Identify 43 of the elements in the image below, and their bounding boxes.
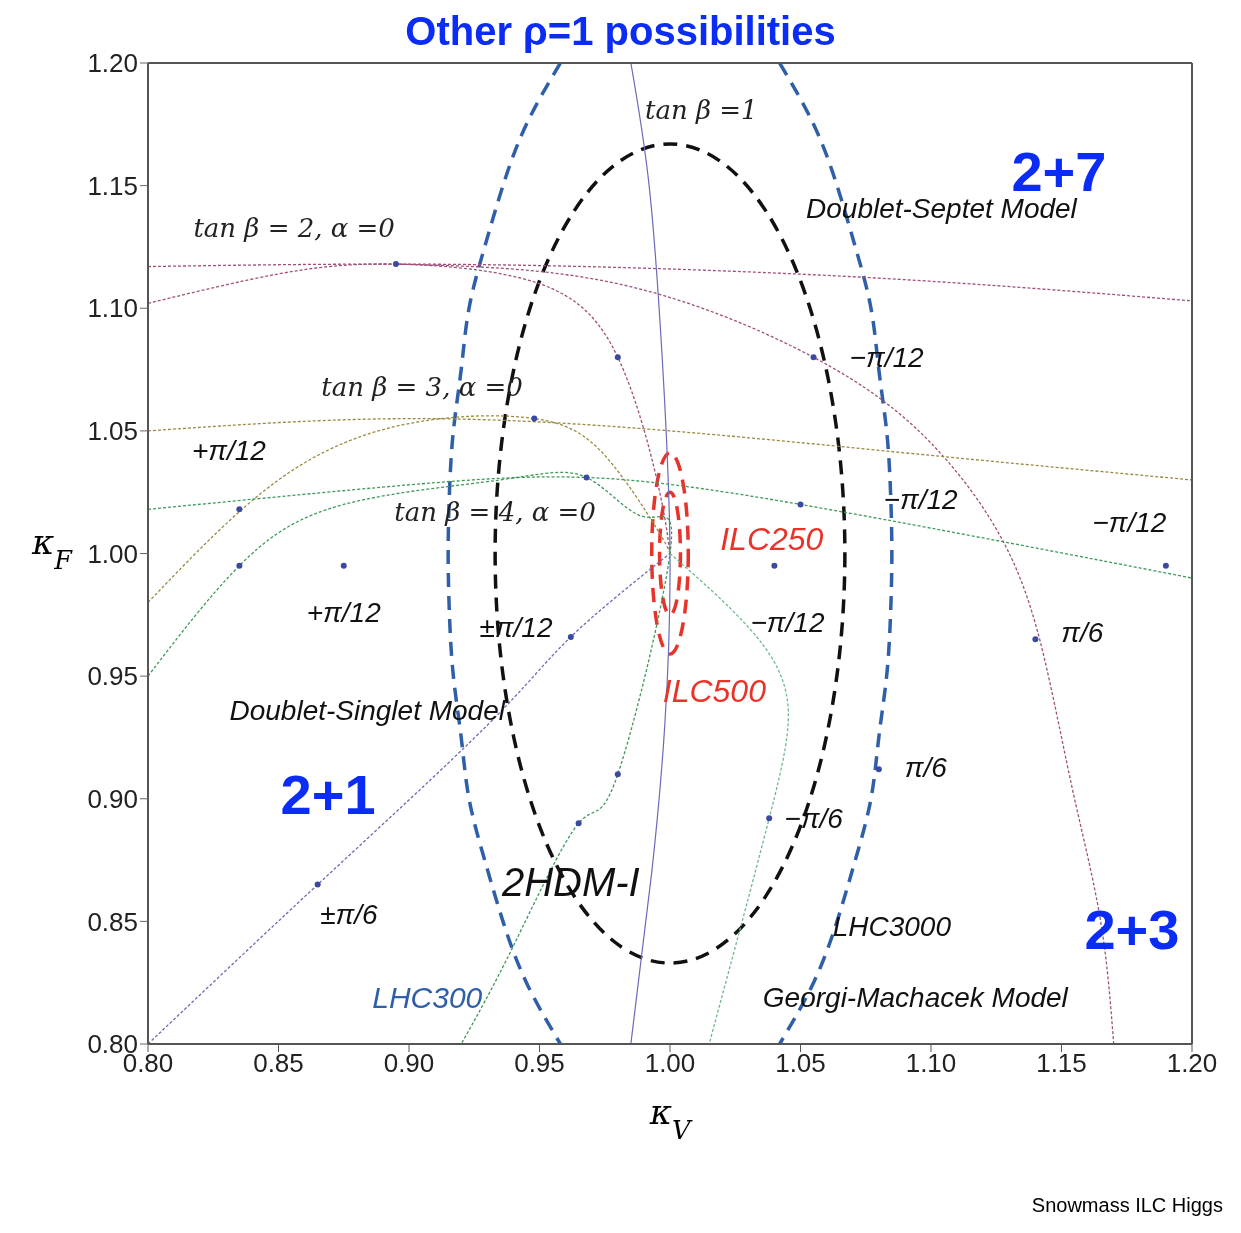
annotation: −π/6	[784, 803, 844, 835]
y-tick-label: 1.15	[87, 170, 138, 201]
annotation: ±π/6	[320, 898, 379, 930]
annotation: 2+1	[280, 762, 376, 826]
x-axis-title: κ$_{V}$	[648, 1092, 693, 1145]
x-tick-label: 1.10	[905, 1048, 957, 1079]
chart-title: Other ρ=1 possibilities	[405, 9, 836, 53]
annotation: tan β =1	[645, 94, 758, 125]
annotation: 2+3	[1084, 897, 1180, 961]
annotation: Georgi-Machacek Model	[762, 982, 1069, 1014]
annotation: ILC500	[662, 673, 767, 710]
x-tick-label: 1.15	[1036, 1048, 1087, 1079]
annotation: LHC3000	[832, 911, 952, 943]
annotation: tan β = 2, α =0	[193, 212, 395, 243]
text: Snowmass ILC Higgs	[1030, 1194, 1224, 1217]
y-axis-title: κ$_{F}$	[31, 521, 74, 575]
x-tick-label: 1.00	[644, 1048, 696, 1079]
annotation: tan β = 4, α =0	[394, 497, 596, 528]
x-tick-label: 1.20	[1166, 1048, 1218, 1079]
annotation: π/6	[904, 751, 948, 783]
x-tick-label: 1.05	[775, 1048, 826, 1079]
annotation: LHC300	[372, 981, 483, 1015]
annotation: +π/12	[306, 597, 382, 629]
annotation: −π/12	[883, 484, 958, 516]
y-tick-label: 1.00	[87, 538, 138, 569]
annotation: −π/12	[1092, 506, 1167, 538]
y-tick-label: 0.90	[87, 783, 138, 814]
x-tick-label: 0.85	[253, 1048, 304, 1079]
annotation: −π/12	[750, 607, 825, 639]
annotation: tan β = 3, α =0	[321, 371, 523, 402]
annotation: Doublet-Singlet Model	[229, 695, 506, 727]
x-tick-label: 0.95	[514, 1048, 565, 1079]
annotation: −π/12	[849, 342, 925, 374]
y-tick-label: 0.85	[87, 906, 138, 937]
y-tick-label: 1.20	[87, 48, 138, 79]
annotation: 2HDM-I	[500, 860, 640, 905]
annotation: +π/12	[191, 435, 267, 467]
y-tick-label: 1.05	[87, 416, 138, 447]
y-tick-label: 1.10	[87, 293, 138, 324]
x-tick-label: 0.90	[383, 1048, 435, 1079]
annotation: π/6	[1061, 616, 1104, 648]
annotation: ILC250	[720, 521, 824, 558]
y-tick-label: 0.95	[87, 661, 138, 692]
